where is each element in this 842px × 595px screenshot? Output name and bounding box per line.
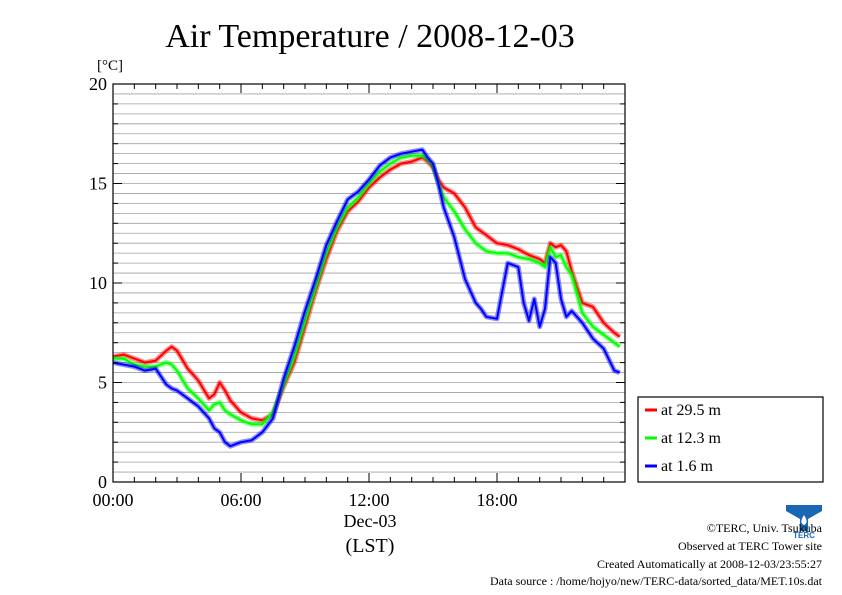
legend-label-2: at 1.6 m: [661, 458, 714, 475]
y-tick-label: 15: [89, 174, 107, 194]
x-tick-label: 00:00: [92, 490, 133, 510]
y-tick-label: 5: [98, 373, 107, 393]
series-halo-1: [113, 153, 622, 427]
credit-source: Data source : /home/hojyo/new/TERC-data/…: [489, 574, 822, 588]
x-tick-label: 18:00: [476, 490, 517, 510]
legend-label-0: at 29.5 m: [661, 402, 722, 419]
legend: at 29.5 m at 12.3 m at 1.6 m: [637, 396, 824, 483]
legend-label-1: at 12.3 m: [661, 430, 722, 447]
terc-logo-drop: [801, 515, 807, 525]
grid: [113, 93, 625, 473]
series-halo-0: [112, 155, 622, 423]
x-axis-date-label: Dec-03: [344, 511, 397, 531]
terc-logo: TERC: [786, 505, 822, 539]
series-layer: [112, 147, 622, 449]
y-tick-labels: 0 5 10 15 20: [89, 74, 107, 492]
legend-box: [637, 396, 824, 483]
terc-logo-text: TERC: [793, 531, 815, 539]
y-axis-unit: [°C]: [97, 58, 123, 74]
credit-site: Observed at TERC Tower site: [677, 539, 822, 553]
series-line-0: [112, 156, 621, 422]
x-tick-label: 12:00: [348, 490, 389, 510]
chart-title: Air Temperature / 2008-12-03: [165, 18, 575, 55]
ticks: [112, 83, 626, 483]
x-axis-tz-label: (LST): [346, 535, 395, 557]
series-line-1: [113, 154, 621, 426]
y-tick-label: 0: [98, 472, 107, 492]
y-tick-label: 10: [89, 273, 107, 293]
credit-copyright: ©TERC, Univ. Tsukuba: [706, 521, 822, 535]
x-tick-label: 06:00: [220, 490, 261, 510]
x-tick-labels: 00:00 06:00 12:00 18:00: [92, 490, 517, 510]
y-tick-label: 20: [89, 74, 107, 94]
series-line-2: [112, 148, 621, 448]
credit-created: Created Automatically at 2008-12-03/23:5…: [597, 557, 822, 571]
